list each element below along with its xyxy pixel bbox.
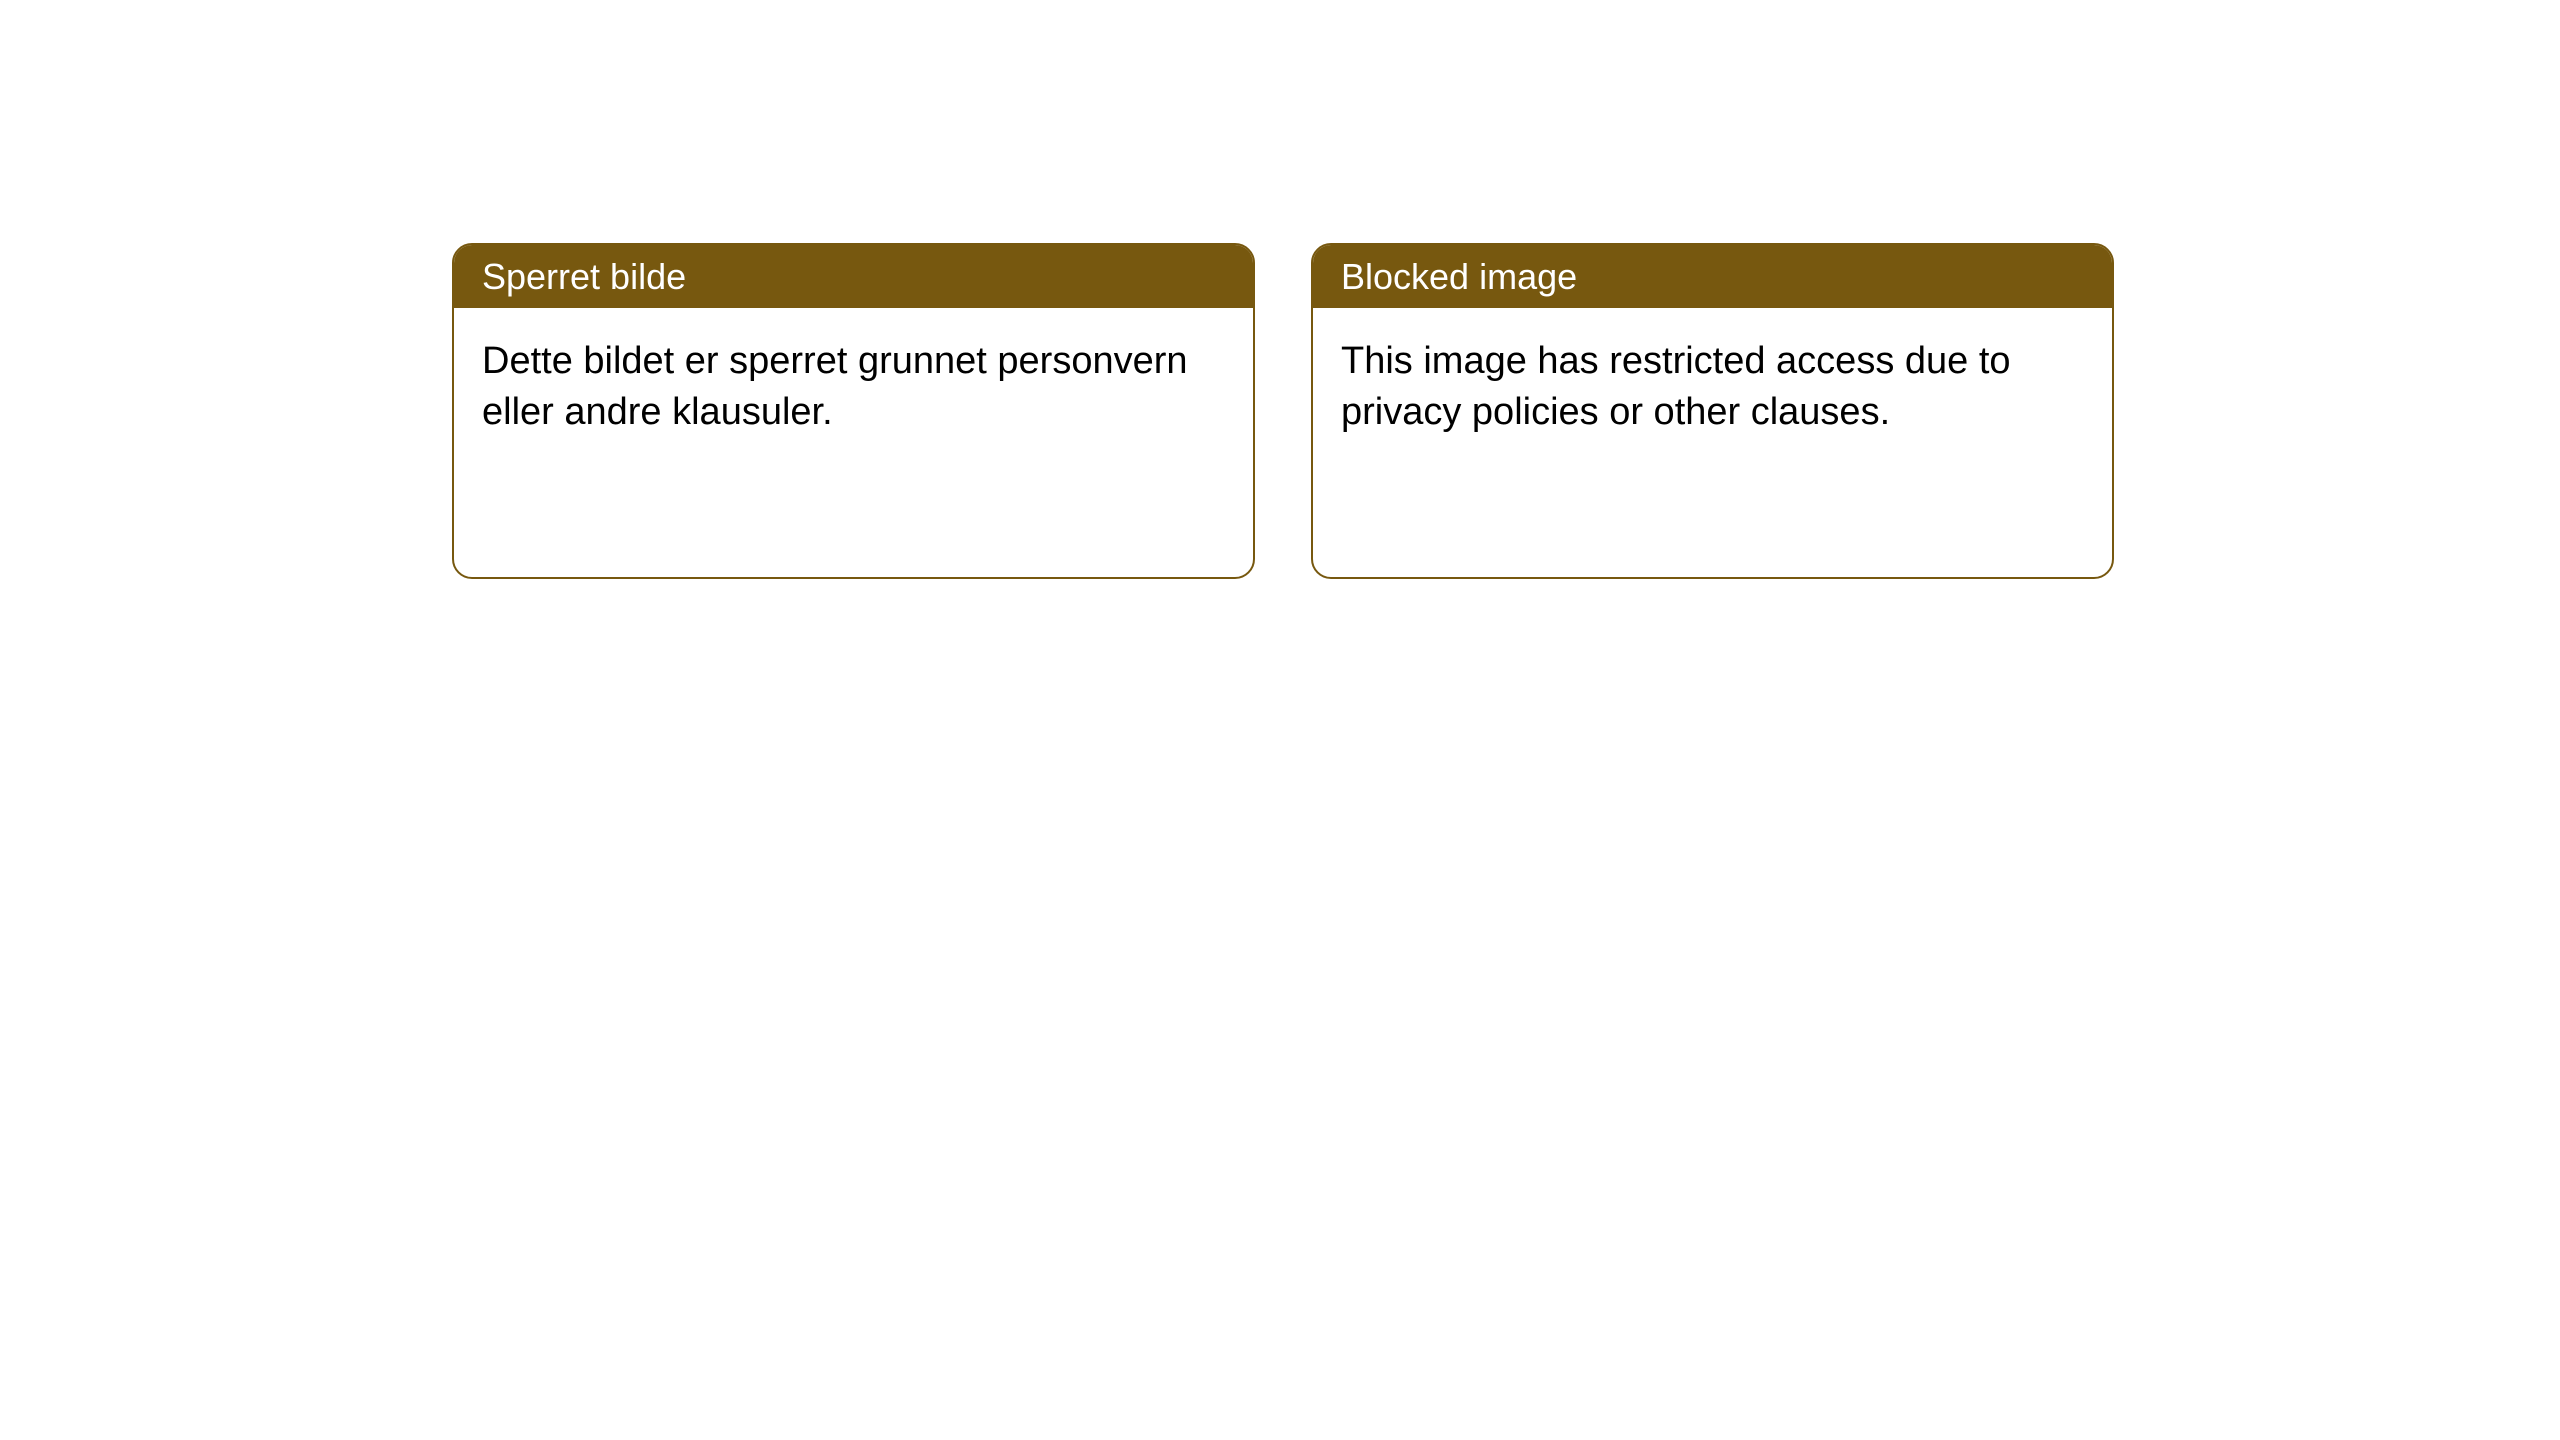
notice-body: Dette bildet er sperret grunnet personve… [454, 308, 1253, 467]
notice-text: Dette bildet er sperret grunnet personve… [482, 340, 1188, 433]
notice-box-norwegian: Sperret bilde Dette bildet er sperret gr… [452, 243, 1255, 579]
notice-header: Sperret bilde [454, 245, 1253, 308]
notice-header: Blocked image [1313, 245, 2112, 308]
notice-box-english: Blocked image This image has restricted … [1311, 243, 2114, 579]
notice-title: Blocked image [1341, 256, 1577, 297]
notice-title: Sperret bilde [482, 256, 686, 297]
notice-body: This image has restricted access due to … [1313, 308, 2112, 467]
notices-container: Sperret bilde Dette bildet er sperret gr… [452, 243, 2114, 579]
notice-text: This image has restricted access due to … [1341, 340, 2011, 433]
